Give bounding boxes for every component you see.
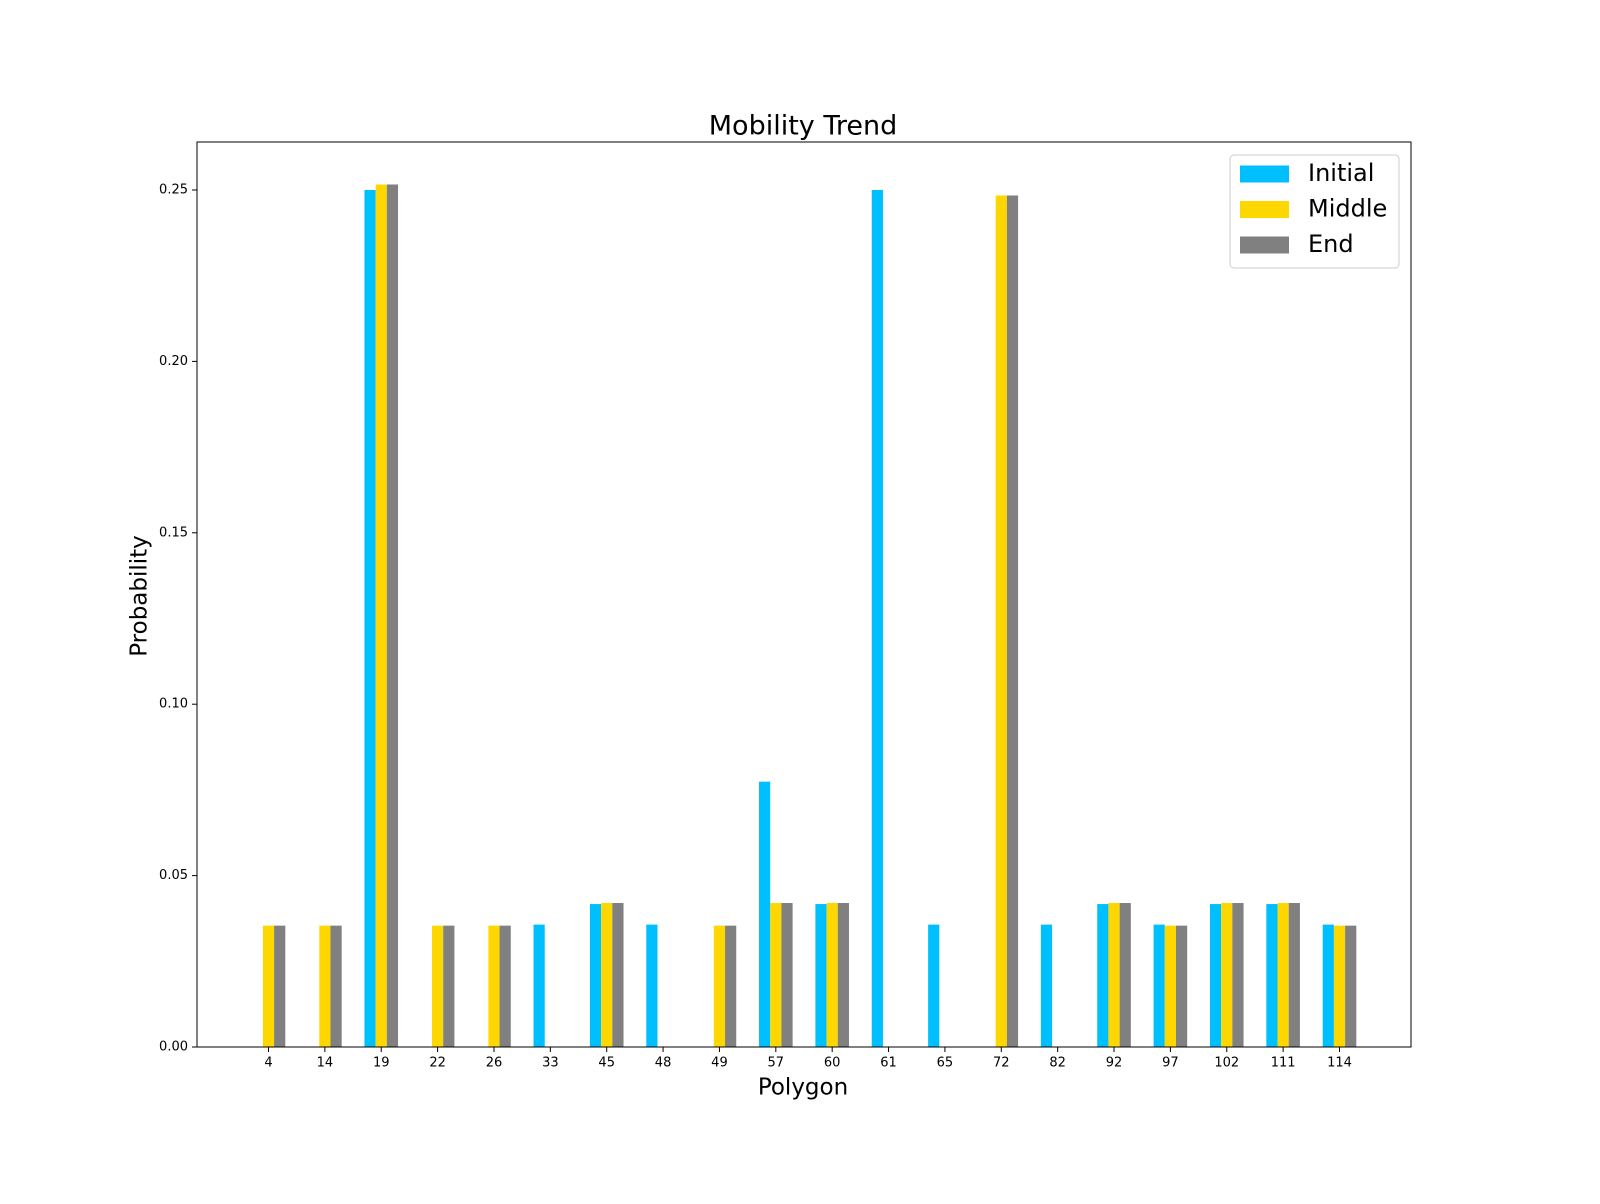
bar-end-19	[386, 184, 399, 1047]
x-tick-label: 19	[373, 1056, 390, 1071]
bar-initial-97	[1153, 924, 1165, 1047]
bar-initial-82	[1040, 924, 1053, 1047]
y-axis-title: Probability	[127, 535, 153, 657]
bar-middle-57	[770, 903, 782, 1047]
bar-end-102	[1232, 903, 1244, 1047]
bar-middle-60	[826, 903, 838, 1047]
bar-end-4	[274, 925, 286, 1047]
x-tick-label: 33	[542, 1056, 559, 1071]
bar-initial-61	[871, 189, 883, 1048]
x-tick-label: 114	[1327, 1056, 1352, 1071]
bar-end-92	[1119, 903, 1131, 1047]
legend-swatch-end	[1240, 236, 1289, 254]
bar-middle-114	[1333, 925, 1346, 1047]
bar-middle-19	[375, 184, 387, 1047]
x-tick-label: 26	[486, 1056, 503, 1071]
legend-swatch-middle	[1240, 201, 1289, 218]
y-tick-label: 0.15	[159, 525, 188, 540]
chart-title: Mobility Trend	[709, 111, 898, 142]
bar-initial-45	[589, 904, 602, 1047]
bar-initial-48	[646, 924, 658, 1047]
plot-area-frame	[196, 141, 1412, 1048]
bar-end-72	[1006, 195, 1019, 1048]
bar-initial-65	[928, 924, 940, 1047]
bar-middle-102	[1221, 903, 1233, 1047]
x-tick-label: 97	[1162, 1056, 1179, 1071]
bar-end-97	[1175, 925, 1188, 1047]
x-tick-label: 92	[1106, 1056, 1123, 1071]
legend-label-end: End	[1308, 230, 1354, 258]
x-tick-label: 14	[317, 1056, 334, 1071]
legend-label-initial: Initial	[1308, 159, 1374, 187]
x-tick-label: 102	[1214, 1056, 1239, 1071]
legend: Initial Middle End	[1229, 154, 1400, 269]
bar-middle-97	[1164, 925, 1176, 1047]
x-tick-label: 49	[711, 1056, 728, 1071]
bar-end-22	[443, 925, 455, 1047]
bar-initial-92	[1097, 904, 1109, 1047]
x-axis-title: Polygon	[758, 1075, 848, 1101]
bar-initial-114	[1322, 924, 1334, 1047]
bar-initial-57	[759, 781, 771, 1047]
bar-end-45	[612, 903, 624, 1047]
bar-end-26	[499, 925, 511, 1047]
x-tick-label: 111	[1271, 1056, 1296, 1071]
y-tick-label: 0.10	[159, 697, 188, 712]
y-tick-label: 0.05	[159, 868, 188, 883]
bar-middle-4	[262, 925, 275, 1047]
legend-swatch-initial	[1240, 165, 1289, 183]
bar-end-57	[781, 903, 793, 1047]
x-tick-label: 45	[598, 1056, 615, 1071]
bar-end-60	[837, 903, 849, 1047]
bar-middle-49	[713, 925, 726, 1047]
bar-end-111	[1288, 903, 1300, 1047]
bar-middle-45	[601, 903, 613, 1047]
x-tick-label: 4	[264, 1056, 272, 1071]
bar-middle-92	[1108, 903, 1120, 1047]
x-tick-label: 57	[768, 1056, 785, 1071]
bar-initial-19	[364, 189, 376, 1048]
x-tick-label: 72	[993, 1056, 1010, 1071]
legend-label-middle: Middle	[1308, 195, 1387, 223]
x-tick-label: 65	[937, 1056, 954, 1071]
bar-initial-33	[533, 924, 545, 1047]
bar-end-14	[330, 925, 342, 1047]
x-tick-label: 60	[824, 1056, 841, 1071]
x-tick-label: 22	[429, 1056, 446, 1071]
y-tick-label: 0.20	[159, 354, 188, 369]
y-tick-label: 0.00	[159, 1040, 188, 1055]
x-tick-label: 61	[880, 1056, 897, 1071]
bar-middle-26	[488, 925, 500, 1047]
bars-layer	[262, 184, 1357, 1048]
bar-initial-102	[1209, 904, 1222, 1047]
bar-middle-14	[319, 925, 331, 1047]
bar-middle-111	[1277, 903, 1289, 1047]
x-tick-label: 82	[1049, 1056, 1066, 1071]
x-tick-label: 48	[655, 1056, 672, 1071]
y-axis-ticks: 0.00 0.05 0.10 0.15 0.20 0.25	[159, 182, 197, 1055]
bar-middle-72	[995, 195, 1007, 1048]
bar-initial-60	[815, 904, 827, 1047]
bar-end-49	[725, 925, 737, 1047]
bar-initial-111	[1266, 904, 1278, 1047]
y-tick-label: 0.25	[159, 182, 188, 197]
bar-middle-22	[432, 925, 444, 1047]
x-axis-ticks: 4 14 19 22 26 33 45 48 49 57 60 61 65 72 82 92 97 102 111 1…	[264, 1047, 1352, 1071]
bar-end-114	[1345, 925, 1357, 1047]
